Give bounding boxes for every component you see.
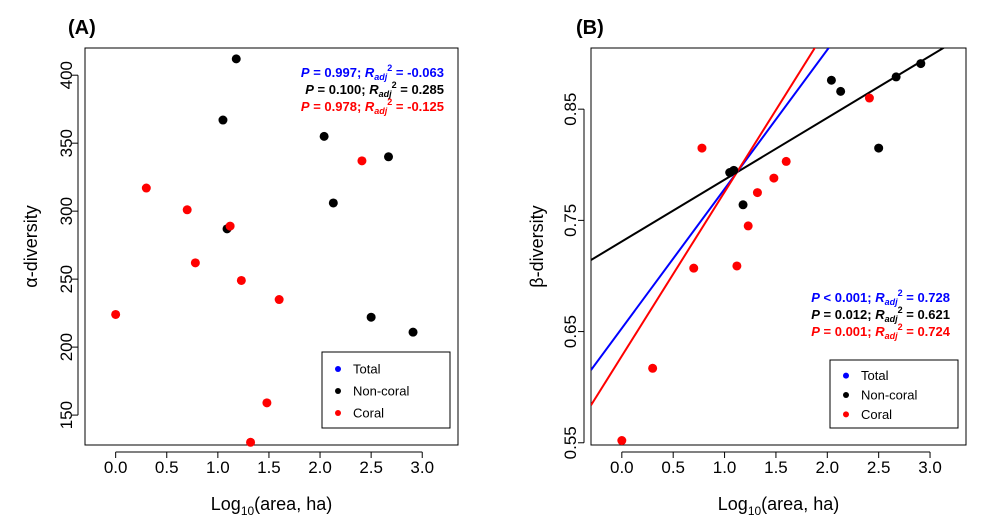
regression-line-total: [591, 48, 830, 371]
y-axis-label: β-diversity: [527, 205, 547, 287]
x-tick-label: 0.5: [155, 458, 179, 477]
stat-annotation-coral: P = 0.978; Radj2 = -0.125: [301, 97, 444, 116]
data-point-non-coral: [384, 152, 394, 162]
data-point-non-coral: [826, 75, 836, 85]
data-point-coral: [648, 363, 658, 373]
data-point-coral: [274, 295, 284, 305]
y-tick-label: 250: [57, 265, 76, 293]
x-tick-label: 1.5: [764, 458, 788, 477]
legend: Total Non-coral Coral: [321, 351, 451, 429]
legend-marker-coral: [335, 410, 341, 416]
y-tick-label: 0.85: [561, 93, 580, 126]
x-tick-label: 2.5: [867, 458, 891, 477]
legend-marker-non-coral: [335, 388, 341, 394]
y-tick-label: 350: [57, 129, 76, 157]
x-axis-label: Log10(area, ha): [718, 494, 839, 518]
data-point-non-coral: [231, 54, 241, 64]
legend-marker-total: [843, 372, 849, 379]
data-point-coral: [357, 156, 367, 166]
plot-frame: [84, 47, 459, 446]
data-point-coral: [743, 221, 753, 231]
x-tick-label: 0.0: [104, 458, 128, 477]
y-axis-label: α-diversity: [21, 205, 41, 287]
data-point-coral: [246, 437, 256, 447]
y-tick-label: 0.65: [561, 315, 580, 348]
data-point-coral: [182, 205, 192, 215]
x-tick-label: 1.0: [206, 458, 230, 477]
data-point-coral: [781, 156, 791, 166]
data-point-coral: [617, 436, 627, 446]
regression-line-coral: [591, 48, 816, 406]
y-tick-label: 0.55: [561, 426, 580, 459]
stat-annotation-total: P = 0.997; Radj2 = -0.063: [301, 63, 444, 82]
legend-box: [829, 359, 959, 429]
data-point-non-coral: [891, 72, 901, 82]
data-point-coral: [111, 309, 121, 319]
legend-box: [321, 351, 451, 429]
data-point-coral: [236, 275, 246, 285]
x-tick-label: 0.0: [610, 458, 634, 477]
data-point-non-coral: [366, 312, 376, 322]
y-tick-label: 150: [57, 401, 76, 429]
data-point-coral: [732, 261, 742, 271]
data-point-coral: [689, 263, 699, 273]
panel-label: (B): [576, 17, 604, 39]
y-tick-label: 300: [57, 197, 76, 225]
data-point-non-coral: [729, 165, 739, 175]
data-point-coral: [190, 258, 200, 268]
legend: Total Non-coral Coral: [829, 359, 959, 429]
legend-marker-coral: [843, 411, 849, 418]
legend-label-coral: Coral: [353, 406, 384, 421]
x-tick-label: 2.0: [815, 458, 839, 477]
legend-label-non-coral: Non-coral: [861, 388, 917, 403]
stat-annotation-coral: P = 0.001; Radj2 = 0.724: [811, 322, 951, 341]
data-point-coral: [225, 221, 235, 231]
legend-label-non-coral: Non-coral: [353, 384, 409, 399]
chart-panel-a: (A) 0.0 0.5 1.0 1.5 2.0 2.5 3.0 150 200 250 300 350 4…: [21, 17, 459, 518]
legend-label-coral: Coral: [861, 407, 892, 422]
x-tick-label: 2.5: [359, 458, 383, 477]
x-tick-label: 3.0: [918, 458, 942, 477]
y-tick-label: 400: [57, 61, 76, 89]
data-point-non-coral: [874, 143, 884, 153]
y-tick-label: 0.75: [561, 204, 580, 237]
y-tick-label: 200: [57, 333, 76, 361]
x-tick-label: 2.0: [308, 458, 332, 477]
legend-marker-non-coral: [843, 392, 849, 398]
chart-panel-b: (B) 0.0 0.5 1.0 1.5 2.0 2.5 3.0 0.55 0.65 0.75 0.85…: [527, 17, 967, 518]
data-point-coral: [262, 398, 272, 408]
data-point-non-coral: [218, 115, 228, 125]
x-axis-label: Log10(area, ha): [211, 494, 332, 518]
x-tick-label: 0.5: [661, 458, 685, 477]
stat-annotation-non-coral: P = 0.012; Radj2 = 0.621: [811, 305, 950, 324]
x-tick-label: 3.0: [410, 458, 434, 477]
data-point-non-coral: [836, 86, 846, 96]
data-point-non-coral: [916, 59, 926, 69]
legend-label-total: Total: [353, 362, 381, 377]
data-point-coral: [141, 183, 151, 193]
stat-annotation-non-coral: P = 0.100; Radj2 = 0.285: [305, 80, 444, 99]
regression-line-non-coral: [591, 48, 946, 261]
data-point-coral: [752, 188, 762, 198]
stat-annotation-total: P < 0.001; Radj2 = 0.728: [811, 288, 950, 307]
data-point-non-coral: [319, 131, 329, 141]
data-point-non-coral: [328, 198, 338, 208]
data-point-coral: [864, 93, 874, 103]
data-point-non-coral: [738, 200, 748, 210]
x-tick-label: 1.0: [713, 458, 737, 477]
legend-marker-total: [335, 366, 341, 372]
legend-label-total: Total: [861, 368, 889, 383]
panel-label: (A): [68, 17, 96, 39]
data-point-coral: [697, 143, 707, 153]
plot-frame: [590, 47, 967, 446]
data-point-coral: [769, 173, 779, 183]
data-point-non-coral: [408, 327, 418, 337]
x-tick-label: 1.5: [257, 458, 281, 477]
